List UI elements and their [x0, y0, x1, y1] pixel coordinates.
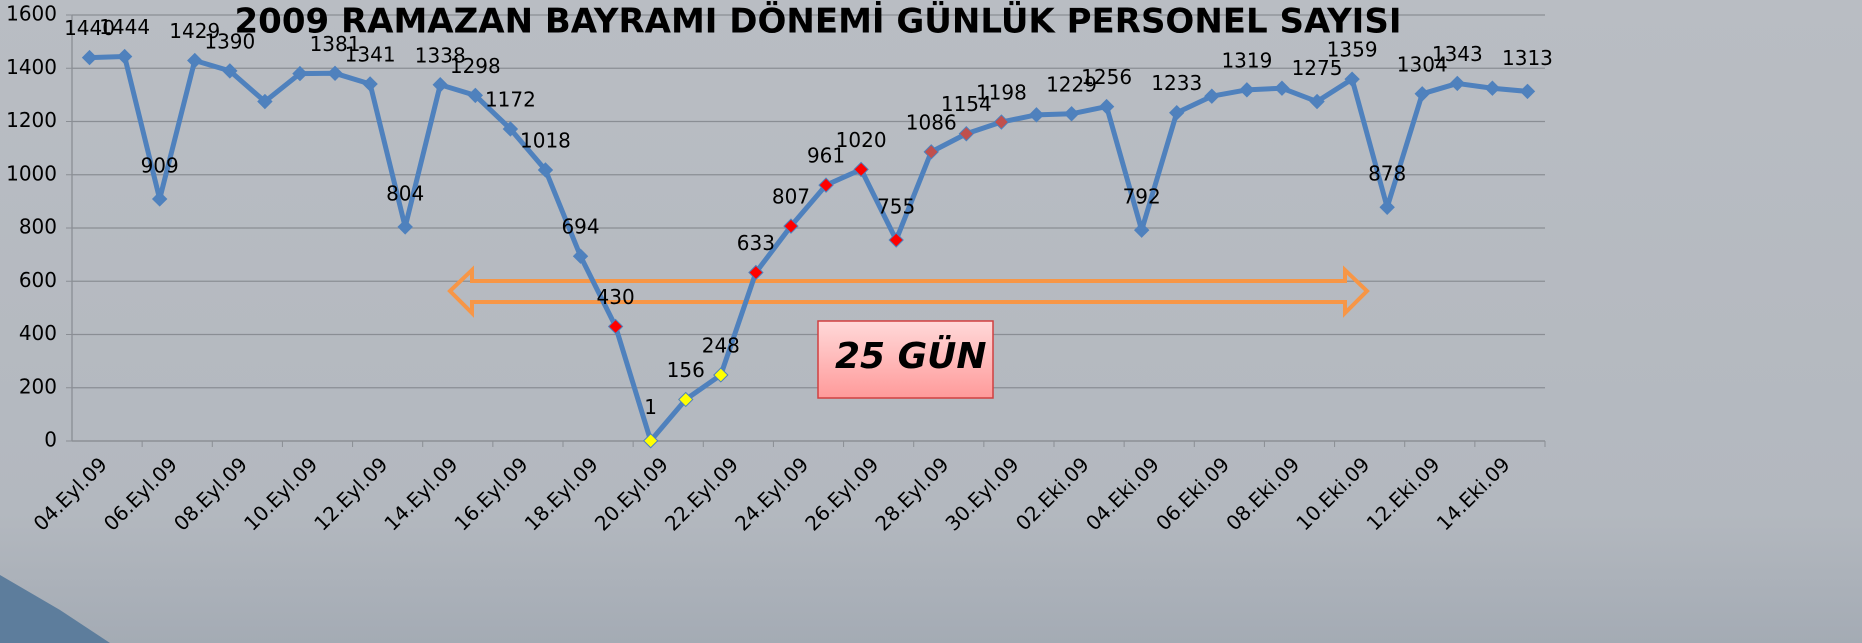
data-label: 755 — [877, 194, 915, 218]
data-point — [362, 76, 378, 92]
data-point — [116, 48, 133, 65]
data-point — [81, 49, 98, 66]
data-point — [1133, 222, 1150, 238]
y-tick-label: 400 — [19, 321, 57, 345]
data-label: 156 — [667, 358, 705, 382]
data-point — [1169, 105, 1185, 121]
data-label: 1275 — [1292, 56, 1343, 80]
data-label: 878 — [1368, 162, 1406, 186]
data-label: 961 — [807, 144, 845, 168]
y-tick-label: 1400 — [6, 55, 57, 79]
data-label: 1229 — [1046, 72, 1097, 96]
data-point — [923, 144, 939, 160]
data-label: 248 — [702, 333, 740, 357]
data-point — [993, 114, 1010, 130]
data-point — [327, 65, 343, 82]
data-point — [187, 52, 203, 69]
y-tick-label: 1200 — [6, 108, 57, 132]
data-point — [1519, 83, 1536, 100]
data-point — [607, 318, 624, 335]
data-point — [713, 367, 729, 383]
data-label: 1381 — [310, 32, 361, 56]
y-tick-label: 800 — [19, 215, 57, 239]
data-label: 1359 — [1327, 38, 1378, 62]
data-point — [1344, 71, 1360, 87]
data-point — [1414, 86, 1430, 102]
data-label: 807 — [772, 185, 810, 209]
data-label: 1444 — [99, 15, 150, 39]
data-point — [1379, 199, 1395, 215]
y-tick-label: 1000 — [6, 161, 57, 185]
annotation-box — [817, 320, 994, 399]
data-point — [572, 248, 589, 264]
data-point — [642, 433, 659, 449]
y-tick-label: 600 — [19, 268, 57, 292]
duration-arrow — [447, 265, 1370, 318]
data-point — [1449, 75, 1466, 92]
data-point — [958, 126, 975, 142]
data-label: 1429 — [169, 19, 220, 43]
y-tick-label: 200 — [19, 374, 57, 398]
data-point — [818, 177, 834, 193]
corner-decoration — [0, 575, 110, 643]
data-label: 1 — [644, 395, 657, 419]
data-label: 1154 — [941, 92, 992, 116]
data-label: 1313 — [1502, 46, 1553, 70]
data-label: 430 — [597, 285, 635, 309]
data-point — [1028, 107, 1045, 123]
data-label: 1172 — [485, 87, 536, 111]
data-label: 792 — [1123, 185, 1161, 209]
data-point — [537, 162, 554, 178]
data-point — [1204, 88, 1220, 104]
chart-title: 2009 RAMAZAN BAYRAMI DÖNEMİ GÜNLÜK PERSO… — [235, 1, 1402, 42]
data-label: 804 — [386, 181, 424, 205]
data-point — [467, 87, 484, 104]
annotation-text: 25 GÜN — [835, 335, 987, 377]
data-label: 1390 — [204, 29, 255, 53]
data-label: 1341 — [345, 42, 396, 66]
data-label: 909 — [141, 153, 179, 177]
data-point — [257, 93, 273, 110]
data-label: 1304 — [1397, 52, 1448, 76]
data-label: 1440 — [64, 16, 115, 40]
data-label: 1298 — [450, 54, 501, 78]
data-point — [397, 219, 413, 235]
data-point — [1098, 98, 1115, 115]
data-point — [1063, 106, 1080, 122]
data-point — [1484, 80, 1501, 96]
data-point — [853, 161, 869, 178]
data-label: 1086 — [906, 110, 957, 134]
data-point — [748, 264, 764, 281]
data-label: 1020 — [836, 128, 887, 152]
data-point — [888, 232, 904, 248]
data-point — [1309, 93, 1325, 110]
data-point — [783, 218, 799, 234]
data-label: 1233 — [1151, 71, 1202, 95]
data-point — [1274, 80, 1290, 96]
data-label: 1338 — [415, 43, 466, 67]
data-point — [1239, 82, 1255, 98]
data-point — [502, 121, 519, 137]
data-point — [432, 77, 448, 93]
data-label: 1198 — [976, 81, 1027, 105]
data-point — [151, 191, 168, 207]
data-point — [292, 65, 308, 82]
data-label: 633 — [737, 231, 775, 255]
data-label: 1319 — [1221, 48, 1272, 72]
data-label: 1343 — [1432, 42, 1483, 66]
y-tick-label: 0 — [44, 428, 57, 452]
data-point — [678, 391, 694, 408]
data-label: 1256 — [1081, 65, 1132, 89]
y-tick-label: 1600 — [6, 2, 57, 26]
data-label: 694 — [561, 215, 599, 239]
data-point — [222, 63, 238, 79]
data-label: 1018 — [520, 128, 571, 152]
